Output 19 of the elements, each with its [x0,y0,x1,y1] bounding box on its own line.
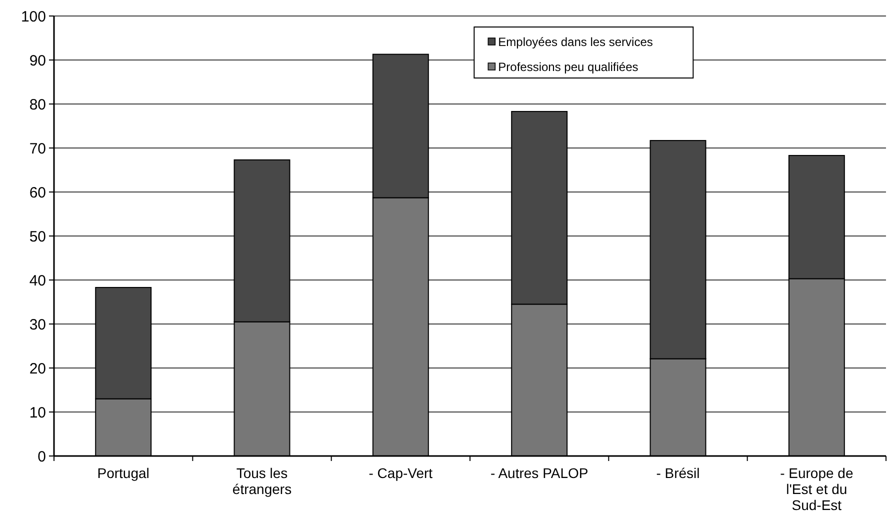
x-tick-label: - Autres PALOP [490,465,588,481]
y-tick-label: 90 [29,52,46,70]
x-tick-label: - Europe de l'Est et du Sud-Est [780,465,854,513]
y-tick-label: 50 [29,228,46,246]
x-tick-label: - Brésil [656,465,700,481]
legend-label: Employées dans les services [498,35,653,50]
y-tick-label: 10 [29,404,46,422]
x-tick-label: Portugal [97,465,150,481]
legend-label: Professions peu qualifiées [498,60,638,74]
y-tick-label: 40 [29,272,46,290]
y-tick-label: 70 [29,140,46,158]
x-tick-label: Tous les étrangers [232,465,292,497]
y-tick-label: 0 [38,448,46,466]
y-tick-label: 60 [29,184,46,202]
y-tick-label: 20 [29,360,46,378]
x-tick-label: - Cap-Vert [368,465,433,481]
y-tick-label: 80 [29,96,46,114]
y-tick-label: 100 [20,8,46,26]
y-tick-label: 30 [29,316,46,334]
